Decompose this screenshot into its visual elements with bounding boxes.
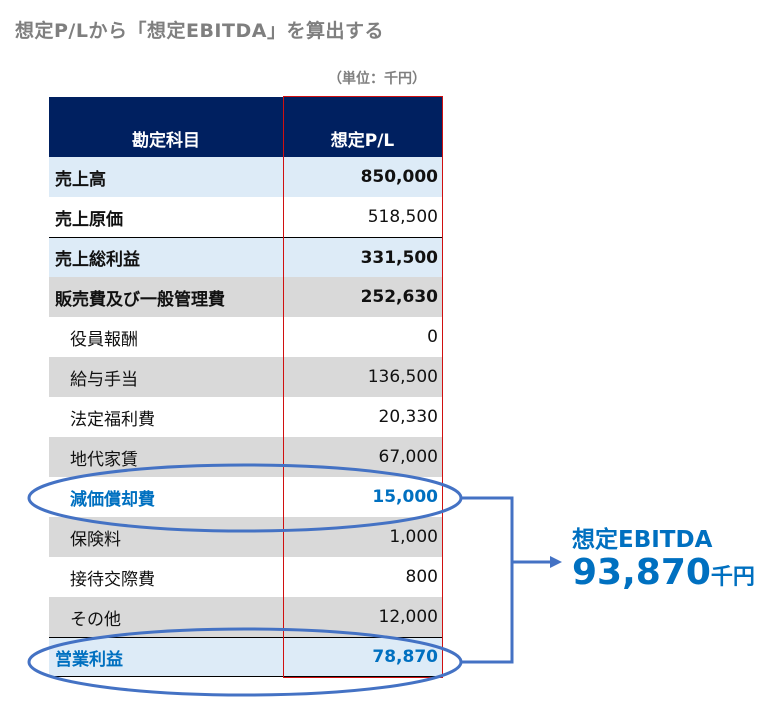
ebitda-number: 93,870	[572, 552, 711, 593]
table-header: 勘定科目 想定P/L	[49, 97, 442, 157]
bracket-connector	[462, 496, 514, 664]
table-row: 接待交際費 800	[49, 557, 442, 597]
table-row: 給与手当 136,500	[49, 357, 442, 397]
row-value: 850,000	[360, 167, 438, 187]
row-label: 保険料	[70, 529, 121, 550]
row-label: 減価償却費	[70, 489, 155, 510]
row-value: 0	[427, 327, 438, 347]
row-value: 800	[405, 567, 438, 587]
table-row: 売上高 850,000	[49, 157, 442, 197]
row-value: 12,000	[378, 607, 438, 627]
row-label: 給与手当	[70, 369, 138, 390]
row-label: 法定福利費	[70, 409, 155, 430]
arrow-head-icon	[550, 556, 562, 568]
row-label: 営業利益	[55, 649, 123, 670]
row-label: 販売費及び一般管理費	[55, 289, 225, 310]
table-row-depreciation: 減価償却費 15,000	[49, 477, 442, 517]
row-label: 地代家賃	[70, 449, 138, 470]
page-title: 想定P/Lから「想定EBITDA」を算出する	[15, 20, 384, 42]
row-value: 252,630	[360, 287, 438, 307]
row-label: 役員報酬	[70, 329, 138, 350]
pl-table: 勘定科目 想定P/L 売上高 850,000 売上原価 518,500 売上総利益 3…	[49, 97, 442, 677]
table-row: 売上原価 518,500	[49, 197, 442, 237]
row-label: 売上高	[55, 169, 106, 190]
header-account: 勘定科目	[132, 131, 200, 151]
row-label: その他	[70, 609, 121, 630]
operating-profit-ellipse	[27, 627, 463, 697]
row-label: 接待交際費	[70, 569, 155, 590]
table-row: 法定福利費 20,330	[49, 397, 442, 437]
row-label: 売上原価	[55, 209, 123, 230]
row-value: 136,500	[367, 367, 438, 387]
table-row: その他 12,000	[49, 597, 442, 637]
unit-note: （単位：千円）	[328, 71, 426, 87]
row-value: 20,330	[378, 407, 438, 427]
row-value: 15,000	[372, 487, 438, 507]
row-value: 78,870	[372, 647, 438, 667]
row-value: 67,000	[378, 447, 438, 467]
ebitda-label: 想定EBITDA	[572, 527, 713, 553]
header-pl: 想定P/L	[330, 131, 395, 151]
row-value: 518,500	[367, 207, 438, 227]
ebitda-unit: 千円	[710, 565, 755, 590]
table-row: 役員報酬 0	[49, 317, 442, 357]
table-row: 売上総利益 331,500	[49, 237, 442, 277]
row-value: 331,500	[360, 247, 438, 268]
table-row: 販売費及び一般管理費 252,630	[49, 277, 442, 317]
depreciation-ellipse	[27, 463, 463, 533]
row-label: 売上総利益	[55, 250, 140, 270]
table-row-operating-profit: 営業利益 78,870	[49, 637, 442, 677]
ebitda-value: 93,870千円	[572, 552, 755, 593]
row-value: 1,000	[389, 527, 438, 547]
